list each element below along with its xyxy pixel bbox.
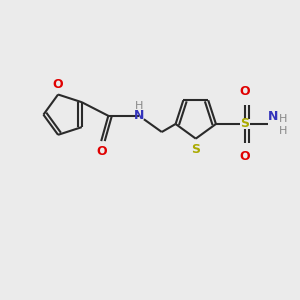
Text: H: H xyxy=(278,114,287,124)
Text: N: N xyxy=(267,110,278,122)
Text: H: H xyxy=(135,100,143,110)
Text: S: S xyxy=(241,118,250,130)
Text: O: O xyxy=(240,85,250,98)
Text: H: H xyxy=(278,126,287,136)
Text: O: O xyxy=(96,145,106,158)
Text: O: O xyxy=(240,150,250,163)
Text: O: O xyxy=(53,78,63,91)
Text: S: S xyxy=(191,143,200,156)
Text: N: N xyxy=(134,109,144,122)
